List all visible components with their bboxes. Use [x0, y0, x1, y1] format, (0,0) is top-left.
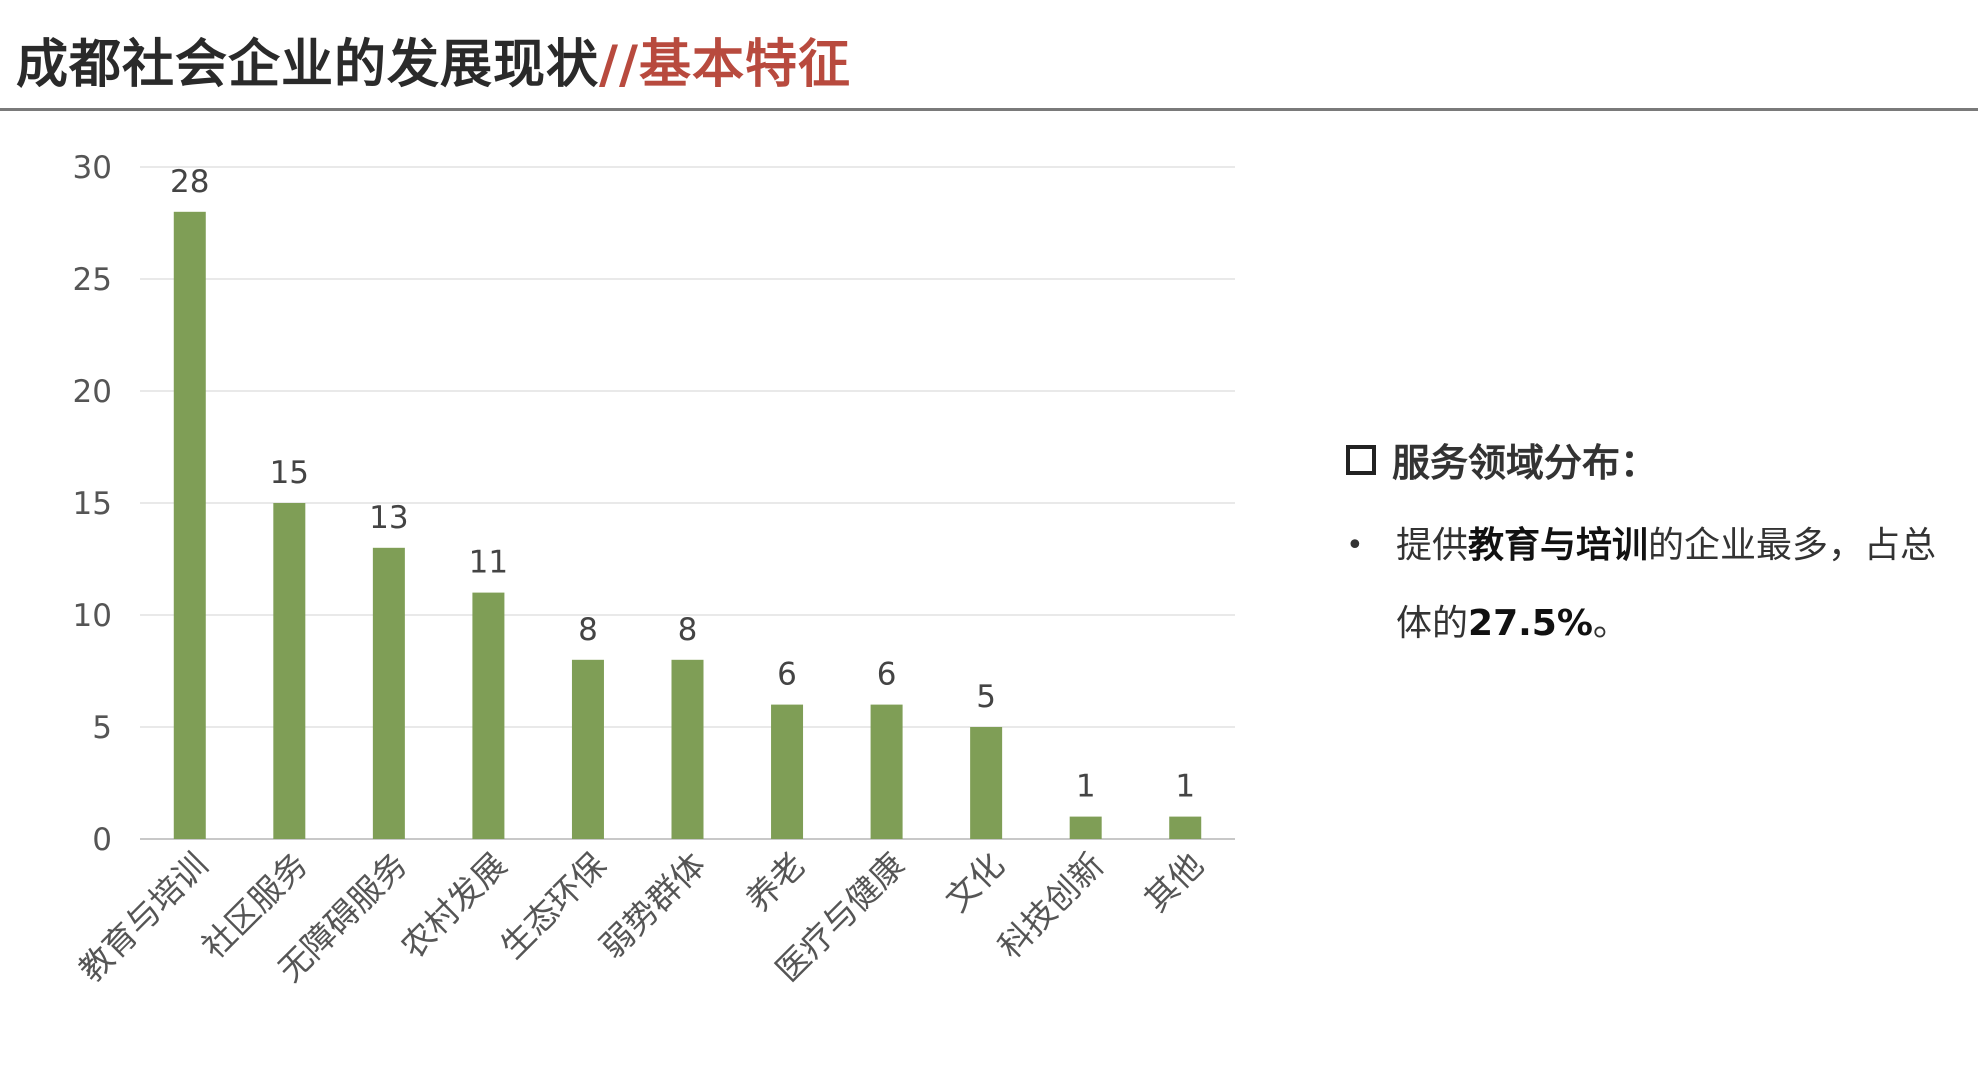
bar [1169, 816, 1202, 839]
data-label: 28 [170, 164, 209, 200]
data-label: 1 [1175, 769, 1195, 805]
y-tick-label: 20 [73, 374, 112, 410]
bar [870, 704, 903, 839]
bar [1069, 816, 1102, 839]
y-tick-label: 10 [73, 598, 112, 634]
bar [372, 547, 405, 839]
bar [970, 727, 1003, 839]
data-label: 6 [877, 657, 897, 693]
x-tick-label: 科技创新 [990, 845, 1111, 966]
x-tick-label: 生态环保 [493, 845, 614, 966]
data-label: 11 [469, 545, 508, 581]
data-label: 13 [369, 500, 408, 536]
data-label: 5 [976, 679, 996, 715]
bullet-text-2: 的企业最多，占总体的 [1396, 525, 1937, 644]
bar [472, 592, 505, 839]
data-label: 1 [1076, 769, 1096, 805]
y-tick-label: 5 [92, 710, 112, 746]
page-title-accent: //基本特征 [599, 35, 852, 95]
notes-bullet-item: • 提供教育与培训的企业最多，占总体的27.5%。 [1346, 507, 1946, 663]
page-title-main: 成都社会企业的发展现状 [16, 35, 600, 95]
x-tick-label: 农村发展 [393, 845, 514, 966]
bullet-bold-2: 27.5% [1468, 603, 1593, 644]
notes-panel: 服务领域分布： • 提供教育与培训的企业最多，占总体的27.5%。 [1346, 432, 1946, 663]
bar [671, 659, 704, 839]
bar [173, 211, 206, 840]
x-tick-label: 弱势群体 [592, 845, 713, 966]
page-title: 成都社会企业的发展现状//基本特征 [16, 22, 851, 97]
bullet-icon: • [1346, 528, 1364, 563]
bar [771, 704, 804, 839]
data-label: 6 [777, 657, 797, 693]
bullet-text-3: 。 [1592, 603, 1629, 644]
x-tick-label: 养老 [738, 845, 812, 919]
bullet-text-1: 提供 [1396, 525, 1469, 566]
bullet-bold-1: 教育与培训 [1468, 525, 1649, 566]
data-label: 8 [578, 612, 598, 648]
notes-bullet-text: 提供教育与培训的企业最多，占总体的27.5%。 [1396, 507, 1946, 663]
notes-heading-label: 服务领域分布： [1392, 441, 1659, 485]
y-tick-label: 15 [73, 486, 112, 522]
bar [571, 659, 604, 839]
checkbox-icon [1346, 444, 1376, 475]
x-tick-label: 其他 [1137, 845, 1211, 919]
bar [273, 503, 306, 839]
title-divider [0, 108, 1978, 111]
y-tick-label: 25 [73, 262, 112, 298]
notes-heading: 服务领域分布： [1346, 432, 1946, 487]
data-label: 8 [678, 612, 698, 648]
data-label: 15 [270, 455, 309, 491]
y-tick-label: 0 [92, 822, 112, 858]
x-tick-label: 教育与培训 [71, 845, 215, 989]
x-tick-label: 文化 [938, 845, 1012, 919]
y-tick-label: 30 [73, 150, 112, 186]
